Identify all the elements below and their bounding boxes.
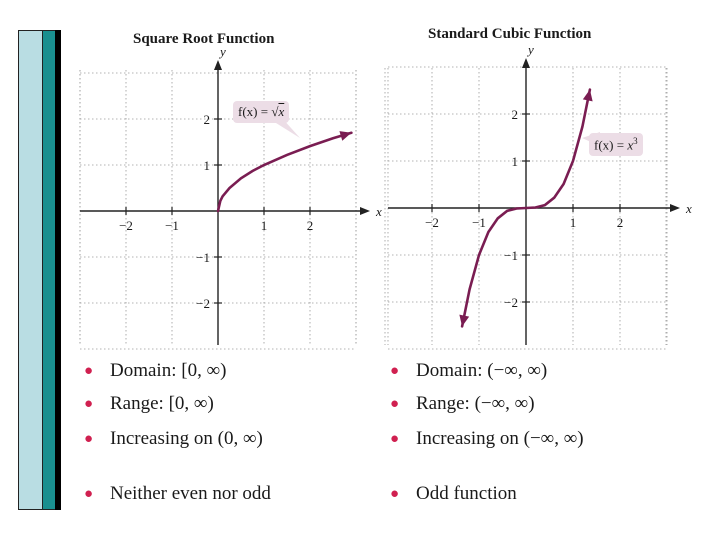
function-curve: [216, 131, 353, 213]
function-label-prefix: f(x) =: [238, 104, 272, 119]
property-text: Increasing on (−∞, ∞): [416, 428, 584, 449]
y-tick-label: −2: [504, 295, 518, 310]
x-tick-label: 2: [617, 215, 624, 230]
function-curve: [460, 88, 592, 328]
x-axis-label: x: [685, 201, 692, 216]
bullet-icon: ●: [390, 396, 400, 412]
decorative-bar-light: [18, 30, 43, 510]
y-axis-arrow-icon: [214, 60, 222, 70]
chart-title-square-root: Square Root Function: [133, 31, 275, 47]
function-label-exponent: 3: [633, 136, 638, 146]
function-label-square-root: f(x) = √x: [233, 101, 290, 123]
y-axis-arrow-icon: [522, 58, 530, 68]
x-tick-label: 1: [261, 218, 268, 233]
y-tick-label: −2: [196, 296, 210, 311]
curve-arrow-icon: [339, 131, 352, 141]
bullet-icon: ●: [390, 486, 400, 502]
x-tick-label: −1: [472, 215, 486, 230]
x-tick-label: 1: [570, 215, 577, 230]
property-text: Odd function: [416, 483, 517, 504]
bullet-icon: ●: [84, 396, 94, 412]
y-axis-label: y: [526, 42, 534, 57]
x-axis-label: x: [375, 204, 382, 219]
curve-arrow-icon: [582, 89, 593, 102]
decorative-bar-teal: [43, 30, 55, 510]
y-tick-label: 2: [512, 107, 519, 122]
y-tick-label: −1: [504, 248, 518, 263]
y-tick-label: 1: [204, 158, 211, 173]
bullet-icon: ●: [390, 363, 400, 379]
root-symbol: √: [271, 104, 279, 119]
property-text: Neither even nor odd: [110, 483, 271, 504]
x-axis-arrow-icon: [360, 207, 370, 215]
function-label-cubic: f(x) = x3: [589, 133, 643, 157]
bullet-icon: ●: [84, 431, 94, 447]
property-text: Increasing on (0, ∞): [110, 428, 263, 449]
y-tick-label: 1: [512, 154, 519, 169]
y-axis-label: y: [218, 44, 226, 59]
property-text: Range: (−∞, ∞): [416, 393, 535, 414]
x-tick-label: 2: [307, 218, 314, 233]
bullet-icon: ●: [84, 486, 94, 502]
function-label-variable: x: [278, 104, 285, 119]
function-label-variable: x: [627, 137, 634, 153]
decorative-bar-black: [55, 30, 61, 510]
curve-arrow-icon: [459, 314, 470, 327]
property-text: Domain: (−∞, ∞): [416, 360, 548, 381]
chart-title-cubic: Standard Cubic Function: [428, 26, 592, 42]
bullet-icon: ●: [390, 431, 400, 447]
x-axis-arrow-icon: [670, 204, 680, 212]
x-tick-label: −2: [119, 218, 133, 233]
label-pointer: [268, 118, 300, 138]
y-tick-label: −1: [196, 250, 210, 265]
property-text: Domain: [0, ∞): [110, 360, 227, 381]
function-label-prefix: f(x) =: [594, 137, 628, 153]
x-tick-label: −1: [165, 218, 179, 233]
x-tick-label: −2: [425, 215, 439, 230]
property-text: Range: [0, ∞): [110, 393, 214, 414]
y-tick-label: 2: [204, 112, 211, 127]
bullet-icon: ●: [84, 363, 94, 379]
